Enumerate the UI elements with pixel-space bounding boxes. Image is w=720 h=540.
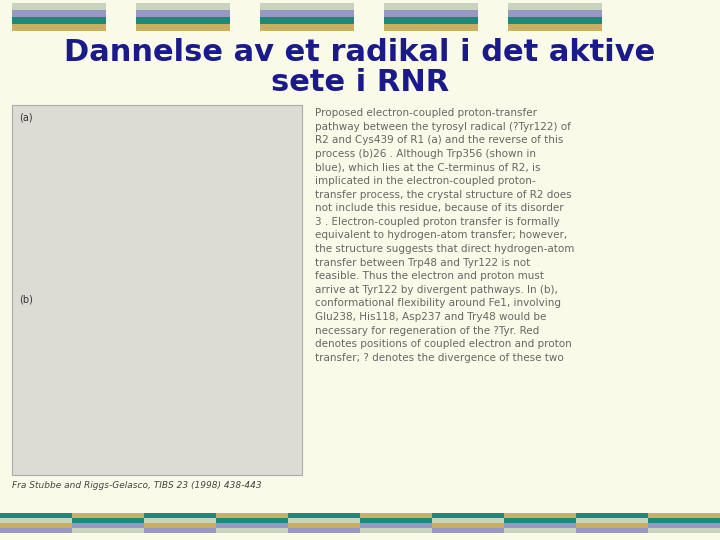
Bar [504,523,576,528]
Bar [144,513,216,518]
Text: sete i RNR: sete i RNR [271,68,449,97]
Bar [360,513,432,518]
Bar [12,17,106,24]
Bar [508,24,602,31]
Bar [576,513,648,518]
Bar [72,528,144,533]
Bar [12,105,302,475]
Text: (a): (a) [19,113,32,123]
Bar [72,513,144,518]
Bar [288,513,360,518]
Bar [288,528,360,533]
Bar [576,528,648,533]
Bar [576,523,648,528]
Text: (b): (b) [19,295,33,305]
Bar [144,518,216,523]
Bar [648,528,720,533]
Bar [0,523,72,528]
Bar [136,10,230,17]
Bar [360,528,432,533]
Bar [648,518,720,523]
Bar [72,518,144,523]
Bar [288,518,360,523]
Bar [432,518,504,523]
Bar [508,17,602,24]
Bar [72,523,144,528]
Bar [144,523,216,528]
Bar [288,523,360,528]
Bar [260,24,354,31]
Bar [432,528,504,533]
Bar [504,518,576,523]
Bar [648,513,720,518]
Bar [12,10,106,17]
Bar [360,518,432,523]
Bar [144,528,216,533]
Bar [260,3,354,10]
Bar [384,10,478,17]
Bar [384,3,478,10]
Bar [648,523,720,528]
Bar [12,3,106,10]
Bar [0,528,72,533]
Bar [508,10,602,17]
Bar [216,523,288,528]
Bar [136,24,230,31]
Bar [508,3,602,10]
Bar [136,3,230,10]
Bar [136,17,230,24]
Bar [432,513,504,518]
Bar [384,17,478,24]
Bar [576,518,648,523]
Bar [504,528,576,533]
Bar [216,528,288,533]
Bar [0,518,72,523]
Bar [384,24,478,31]
Bar [216,518,288,523]
Bar [216,513,288,518]
Text: Fra Stubbe and Riggs-Gelasco, TIBS 23 (1998) 438-443: Fra Stubbe and Riggs-Gelasco, TIBS 23 (1… [12,481,261,490]
Bar [360,523,432,528]
Bar [260,17,354,24]
Text: Dannelse av et radikal i det aktive: Dannelse av et radikal i det aktive [64,38,656,67]
Bar [504,513,576,518]
Bar [12,24,106,31]
Bar [432,523,504,528]
Bar [260,10,354,17]
Text: Proposed electron-coupled proton-transfer
pathway between the tyrosyl radical (?: Proposed electron-coupled proton-transfe… [315,108,575,363]
Bar [0,513,72,518]
